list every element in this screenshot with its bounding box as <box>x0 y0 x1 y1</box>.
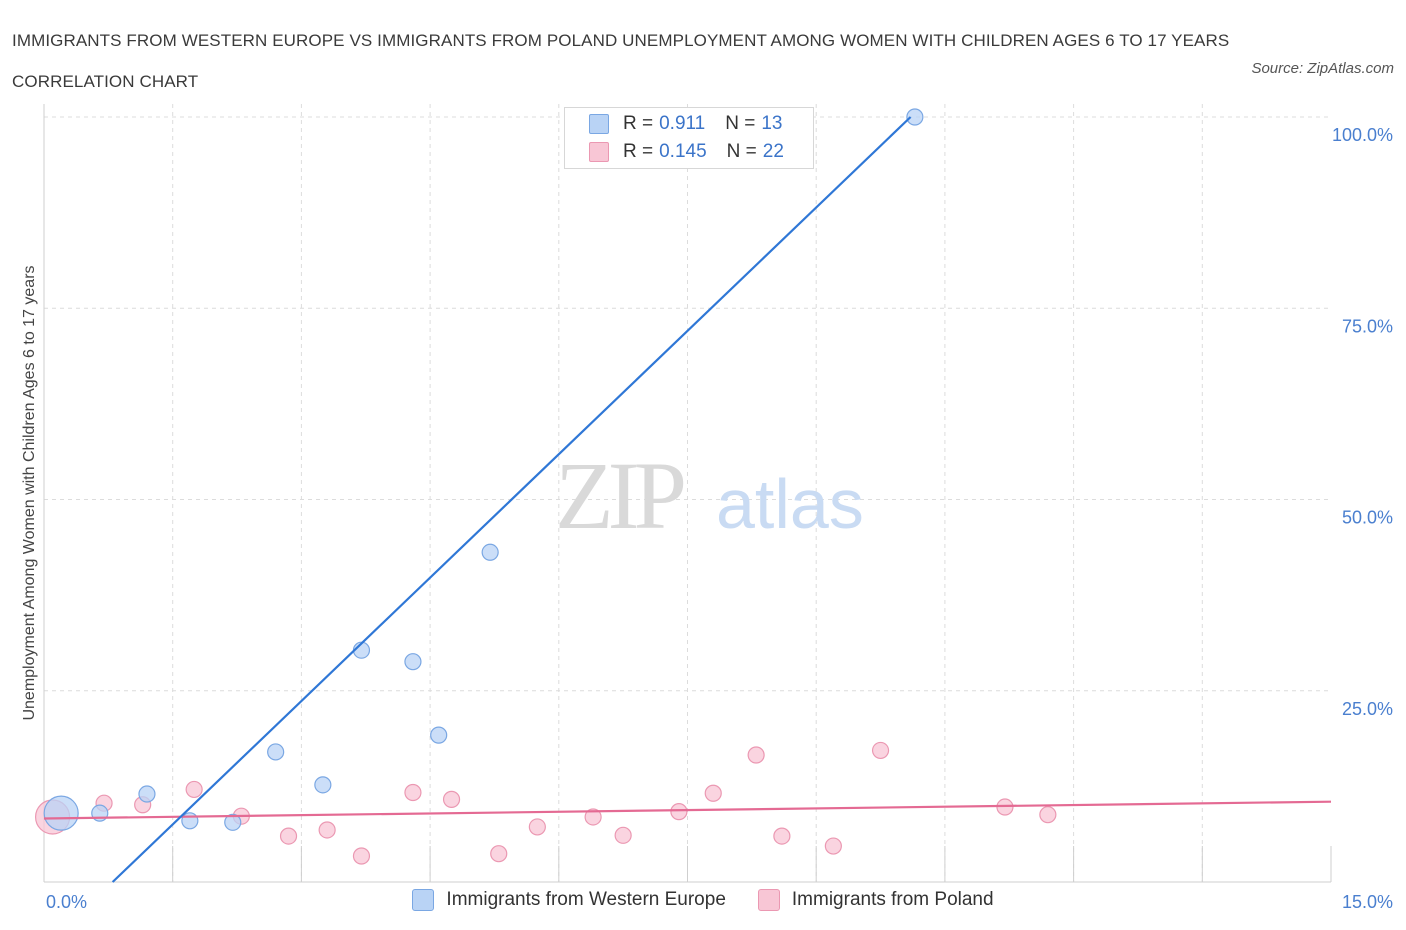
data-point[interactable] <box>404 653 422 671</box>
x-tick-label-min: 0.0% <box>46 892 87 912</box>
legend-swatch-poland <box>757 889 780 911</box>
y-tick-label: 75.0% <box>1342 316 1393 336</box>
source-label: Source: ZipAtlas.com <box>1251 60 1394 77</box>
data-point[interactable] <box>614 826 632 844</box>
data-point[interactable] <box>181 812 199 830</box>
legend-swatch-western <box>589 114 609 134</box>
data-point[interactable] <box>138 785 156 803</box>
data-point[interactable] <box>430 726 448 744</box>
legend-r-label: R = <box>623 141 654 162</box>
legend-item-label: Immigrants from Western Europe <box>446 889 726 910</box>
legend-item-label: Immigrants from Poland <box>791 889 994 910</box>
legend-n-value: 22 <box>762 141 784 162</box>
legend-r-value: 0.145 <box>659 141 707 162</box>
legend-row-western: R = 0.911 N = 13 <box>589 112 783 136</box>
data-point[interactable] <box>267 743 285 761</box>
trend-line-poland <box>43 800 1332 820</box>
legend-item-poland[interactable]: Immigrants from Poland <box>757 889 994 911</box>
data-point[interactable] <box>404 783 422 802</box>
legend-row-poland: R = 0.145 N = 22 <box>589 140 784 164</box>
legend-item-western[interactable]: Immigrants from Western Europe <box>412 889 726 911</box>
y-tick-label: 100.0% <box>1332 125 1393 145</box>
data-point[interactable] <box>481 543 499 561</box>
grid-lines <box>44 104 1332 882</box>
data-point[interactable] <box>584 808 602 826</box>
x-tick-label-max: 15.0% <box>1342 892 1393 912</box>
data-point[interactable] <box>773 827 791 845</box>
watermark-zip: ZIP <box>555 442 684 549</box>
stats-legend: R = 0.911 N = 13 R = 0.145 N = 22 <box>564 107 814 169</box>
watermark-atlas: atlas <box>716 465 864 543</box>
legend-n-label: N = <box>725 113 756 134</box>
data-point[interactable] <box>318 821 336 839</box>
axes <box>43 104 1331 883</box>
legend-swatch-western <box>412 889 435 911</box>
y-tick-label: 50.0% <box>1342 508 1393 528</box>
data-point[interactable] <box>528 818 546 836</box>
data-point[interactable] <box>279 827 298 845</box>
chart-title: IMMIGRANTS FROM WESTERN EUROPE VS IMMIGR… <box>12 31 1230 91</box>
series-legend: Immigrants from Western Europe Immigrant… <box>0 889 1406 911</box>
data-point[interactable] <box>670 803 688 821</box>
data-point[interactable] <box>747 746 765 764</box>
data-point[interactable] <box>314 776 332 794</box>
data-point[interactable] <box>906 108 924 126</box>
legend-r-value: 0.911 <box>659 113 706 134</box>
data-point[interactable] <box>871 741 890 760</box>
data-point[interactable] <box>43 795 79 831</box>
data-point[interactable] <box>224 813 242 831</box>
data-point[interactable] <box>442 790 461 808</box>
y-tick-labels: 25.0% 50.0% 75.0% 100.0% <box>1332 125 1393 719</box>
data-point[interactable] <box>1039 806 1057 824</box>
legend-r-label: R = <box>623 113 654 134</box>
data-point[interactable] <box>185 780 203 799</box>
data-point[interactable] <box>490 845 508 863</box>
data-point[interactable] <box>704 784 722 802</box>
trend-line-western <box>111 116 912 883</box>
poland-points <box>34 741 1057 865</box>
watermark: ZIP atlas <box>555 442 864 549</box>
data-point[interactable] <box>352 847 371 865</box>
y-axis-label: Unemployment Among Women with Children A… <box>21 265 38 720</box>
data-point[interactable] <box>824 837 842 855</box>
legend-n-label: N = <box>726 141 757 162</box>
legend-n-value: 13 <box>761 113 783 134</box>
trend-lines <box>43 116 1332 883</box>
legend-swatch-poland <box>589 142 609 162</box>
y-tick-label: 25.0% <box>1342 699 1393 719</box>
